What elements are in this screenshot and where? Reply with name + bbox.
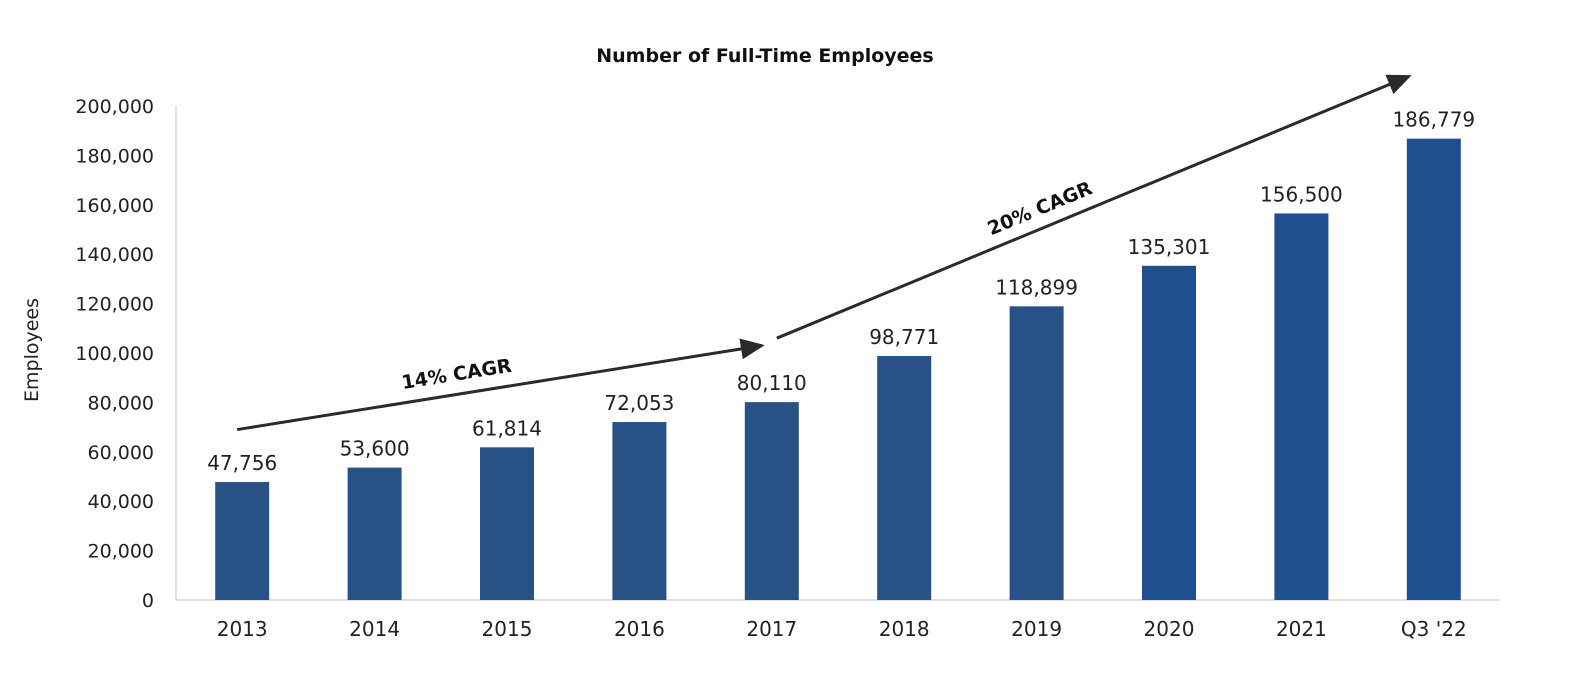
- data-label: 98,771: [869, 325, 939, 349]
- y-tick-label: 140,000: [75, 244, 154, 266]
- data-label: 47,756: [207, 451, 277, 475]
- x-tick-label: Q3 '22: [1401, 617, 1467, 641]
- x-tick-label: 2021: [1276, 617, 1327, 641]
- y-tick-label: 40,000: [88, 491, 154, 513]
- data-label: 156,500: [1260, 182, 1343, 206]
- bar: [1009, 306, 1064, 600]
- y-tick-label: 120,000: [75, 294, 154, 316]
- x-axis-ticks: 2013 2014 2015 2016 2017 2018 2019 2020 2021 Q3 '…: [217, 617, 1467, 641]
- bar: [1406, 138, 1461, 600]
- data-label: 80,110: [737, 371, 807, 395]
- y-tick-label: 100,000: [75, 343, 154, 365]
- y-tick-label: 0: [142, 590, 154, 612]
- y-axis-label: Employees: [21, 298, 43, 402]
- x-tick-label: 2018: [879, 617, 930, 641]
- cagr-arrow: [776, 74, 1412, 340]
- x-tick-label: 2014: [349, 617, 400, 641]
- data-label: 61,814: [472, 416, 542, 440]
- x-tick-label: 2016: [614, 617, 665, 641]
- data-label: 72,053: [604, 391, 674, 415]
- data-label: 135,301: [1128, 235, 1211, 259]
- data-label: 186,779: [1392, 108, 1475, 132]
- bar: [612, 422, 667, 600]
- bars: [215, 138, 1461, 600]
- data-labels: 47,756 53,600 61,814 72,053 80,110 98,771 118,…: [207, 108, 1475, 475]
- bar: [215, 482, 270, 600]
- y-tick-label: 80,000: [88, 392, 154, 414]
- y-axis-ticks: 0 20,000 40,000 60,000 80,000 100,000 120,000 1…: [75, 96, 154, 612]
- x-tick-label: 2013: [217, 617, 268, 641]
- bar: [480, 447, 534, 600]
- bar: [1142, 265, 1196, 600]
- bar: [1274, 213, 1329, 600]
- cagr-arrow: [236, 338, 765, 432]
- y-tick-label: 180,000: [75, 145, 154, 167]
- data-label: 53,600: [340, 437, 410, 461]
- x-tick-label: 2017: [746, 617, 797, 641]
- y-tick-label: 200,000: [75, 96, 154, 118]
- y-tick-label: 20,000: [88, 541, 154, 563]
- bar: [877, 356, 932, 600]
- x-tick-label: 2020: [1144, 617, 1195, 641]
- data-label: 118,899: [995, 275, 1078, 299]
- y-tick-label: 60,000: [88, 442, 154, 464]
- x-tick-label: 2015: [482, 617, 533, 641]
- y-tick-label: 160,000: [75, 195, 154, 217]
- x-tick-label: 2019: [1011, 617, 1062, 641]
- bar: [744, 402, 799, 600]
- chart-title: Number of Full-Time Employees: [596, 45, 934, 67]
- bar: [347, 467, 402, 600]
